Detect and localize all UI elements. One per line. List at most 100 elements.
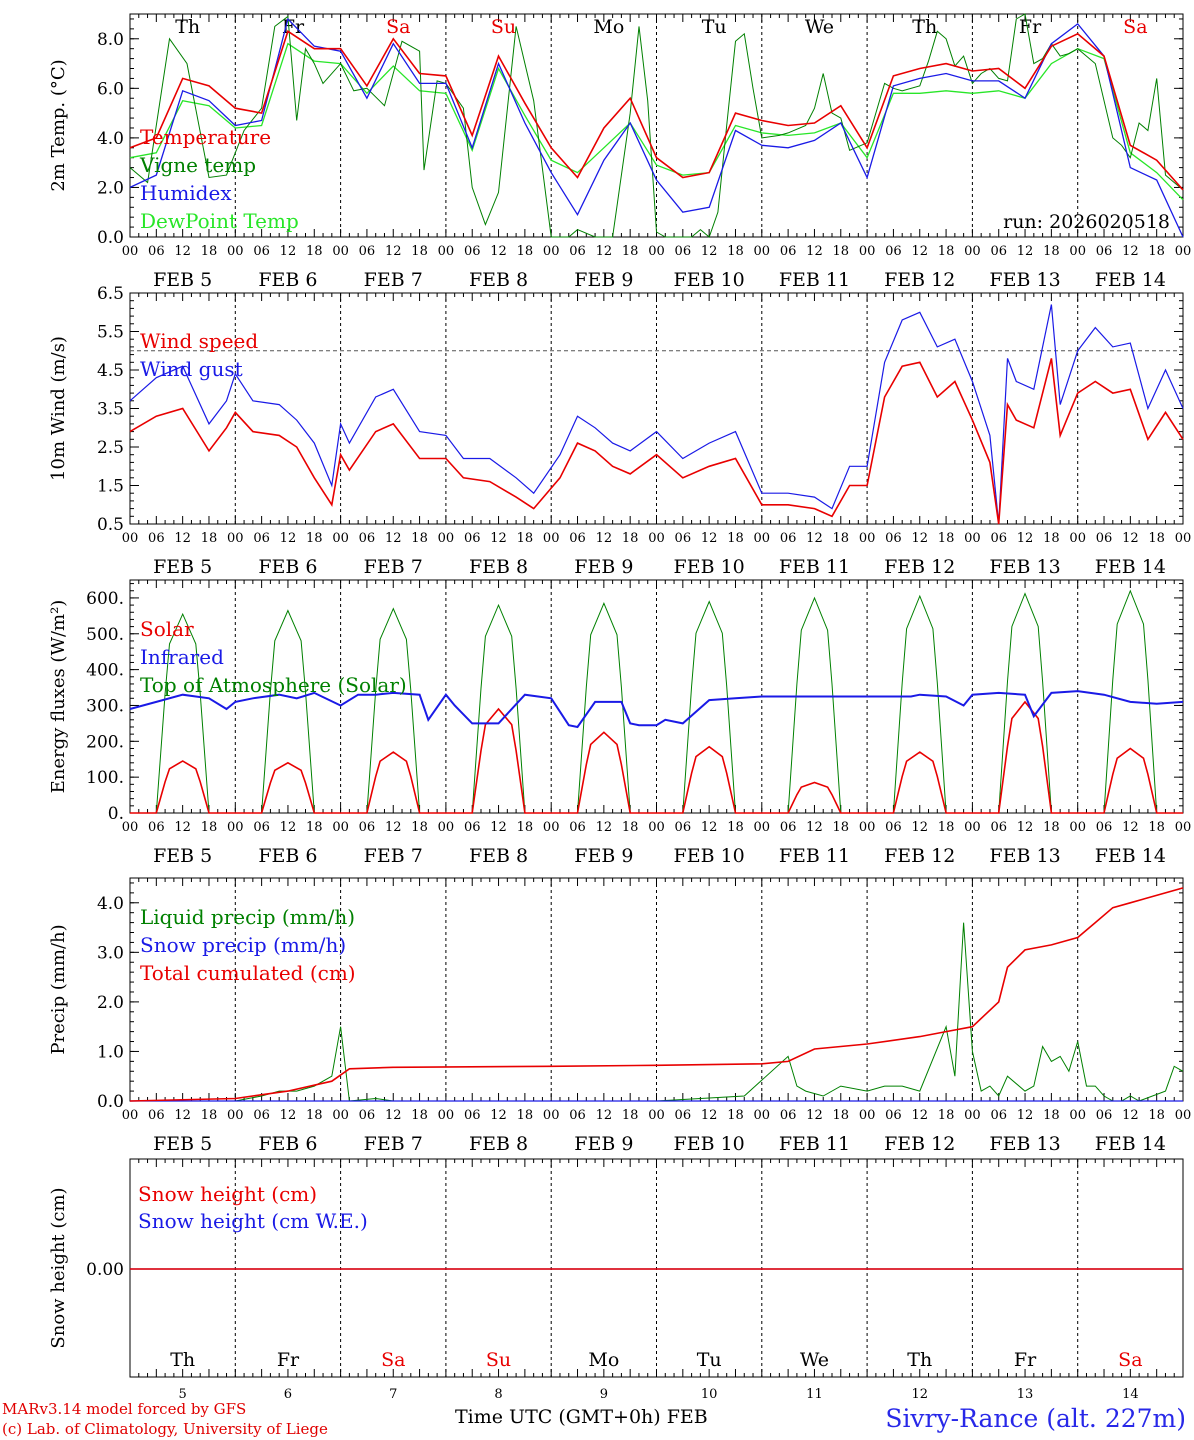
hour-tick-label: 06 — [885, 531, 902, 546]
hour-tick-label: 18 — [201, 820, 218, 835]
hour-tick-label: 18 — [1148, 1108, 1165, 1123]
hour-tick-label: 00 — [859, 820, 876, 835]
date-label: FEB 10 — [674, 269, 745, 291]
hour-tick-label: 12 — [280, 244, 297, 259]
date-label: FEB 11 — [779, 556, 850, 578]
date-label: FEB 7 — [364, 269, 423, 291]
hour-tick-label: 18 — [517, 244, 534, 259]
hour-tick-label: 18 — [306, 244, 323, 259]
series-total-cumulated-line — [129, 887, 1184, 1102]
hour-tick-label: 06 — [885, 820, 902, 835]
hour-tick-label: 06 — [885, 1108, 902, 1123]
date-label: FEB 5 — [153, 556, 212, 578]
y-axis-label: 2m Temp. (°C) — [48, 59, 69, 191]
hour-tick-label: 06 — [148, 1108, 165, 1123]
hour-tick-label: 18 — [411, 531, 428, 546]
hour-tick-label: 18 — [833, 531, 850, 546]
hour-tick-label: 06 — [780, 244, 797, 259]
legend-precip-2: Total cumulated (cm) — [140, 961, 356, 985]
date-label: FEB 5 — [153, 269, 212, 291]
hour-tick-label: 00 — [1069, 531, 1086, 546]
hour-tick-label: 00 — [332, 244, 349, 259]
weekday-label: Sa — [1123, 16, 1147, 38]
date-label: FEB 9 — [574, 1133, 633, 1155]
hour-tick-label: 06 — [780, 1108, 797, 1123]
day-number-label: 8 — [494, 1387, 502, 1402]
hour-tick-label: 00 — [438, 531, 455, 546]
hour-tick-label: 18 — [1043, 244, 1060, 259]
hour-tick-label: 18 — [306, 820, 323, 835]
hour-tick-label: 12 — [806, 531, 823, 546]
hour-tick-label: 12 — [1017, 244, 1034, 259]
hour-tick-label: 12 — [701, 244, 718, 259]
hour-tick-label: 00 — [964, 531, 981, 546]
hour-tick-label: 12 — [1122, 244, 1139, 259]
date-label: FEB 5 — [153, 1133, 212, 1155]
date-label: FEB 13 — [989, 556, 1060, 578]
hour-tick-label: 18 — [833, 244, 850, 259]
hour-tick-label: 12 — [596, 531, 613, 546]
hour-tick-label: 12 — [1122, 1108, 1139, 1123]
hour-tick-label: 12 — [490, 1108, 507, 1123]
hour-tick-label: 06 — [780, 820, 797, 835]
series-solar-line — [130, 700, 1183, 814]
hour-tick-label: 00 — [648, 244, 665, 259]
hour-tick-label: 12 — [1017, 820, 1034, 835]
series-humidex-line — [129, 17, 1184, 238]
hour-tick-label: 12 — [280, 820, 297, 835]
hour-tick-label: 06 — [569, 1108, 586, 1123]
y-tick-label: 6.5 — [97, 284, 124, 304]
hour-tick-label: 06 — [675, 1108, 692, 1123]
weekday-label: Sa — [386, 16, 410, 38]
hour-tick-label: 12 — [385, 531, 402, 546]
date-label: FEB 6 — [258, 556, 317, 578]
hour-tick-label: 12 — [806, 1108, 823, 1123]
y-tick-label: 0.00 — [86, 1260, 124, 1280]
day-number-label: 10 — [701, 1387, 718, 1402]
hour-tick-label: 12 — [1017, 1108, 1034, 1123]
date-label: FEB 6 — [258, 269, 317, 291]
hour-tick-label: 06 — [359, 531, 376, 546]
date-label: FEB 14 — [1095, 1133, 1166, 1155]
hour-tick-label: 00 — [754, 1108, 771, 1123]
weekday-label: Su — [491, 16, 516, 38]
hour-tick-label: 12 — [490, 244, 507, 259]
hour-tick-label: 12 — [911, 531, 928, 546]
legend-temp-3: DewPoint Temp — [140, 209, 299, 233]
hour-tick-label: 12 — [385, 1108, 402, 1123]
hour-tick-label: 00 — [543, 531, 560, 546]
day-number-label: 12 — [911, 1387, 928, 1402]
date-label: FEB 9 — [574, 556, 633, 578]
date-label: FEB 11 — [779, 1133, 850, 1155]
legend-wind-1: Wind gust — [140, 357, 243, 381]
hour-tick-label: 18 — [938, 531, 955, 546]
day-number-label: 14 — [1122, 1387, 1139, 1402]
hour-tick-label: 12 — [174, 531, 191, 546]
y-tick-label: 0.0 — [97, 1092, 124, 1112]
y-tick-label: 600. — [86, 589, 124, 609]
hour-tick-label: 18 — [727, 531, 744, 546]
weekday-label: We — [805, 16, 834, 38]
date-label: FEB 14 — [1095, 556, 1166, 578]
y-tick-label: 6.0 — [97, 79, 124, 99]
hour-tick-label: 18 — [411, 1108, 428, 1123]
date-label: FEB 5 — [153, 845, 212, 867]
panel-temp: 0.0 2.0 4.0 6.0 8.0 2m Temp. (°C) 00 06 12 18 00 06… — [48, 13, 1191, 291]
hour-tick-label: 12 — [701, 820, 718, 835]
hour-tick-label: 06 — [675, 820, 692, 835]
hour-tick-label: 18 — [201, 531, 218, 546]
y-tick-label: 2.0 — [97, 178, 124, 198]
hour-tick-label: 18 — [938, 820, 955, 835]
panel-wind: 0.5 1.5 2.5 3.5 4.5 5.5 6.5 10m Wind (m/s) 00 06 1… — [48, 284, 1191, 578]
legend-snow-1: Snow height (cm W.E.) — [138, 1209, 368, 1233]
date-label: FEB 12 — [884, 556, 955, 578]
date-label: FEB 8 — [469, 556, 528, 578]
date-label: FEB 13 — [989, 1133, 1060, 1155]
y-axis-label: Snow height (cm) — [48, 1187, 69, 1348]
date-label: FEB 7 — [364, 845, 423, 867]
hour-tick-label: 06 — [359, 244, 376, 259]
hour-tick-label: 00 — [964, 244, 981, 259]
series-wind-speed-line — [129, 358, 1184, 525]
date-label: FEB 13 — [989, 269, 1060, 291]
